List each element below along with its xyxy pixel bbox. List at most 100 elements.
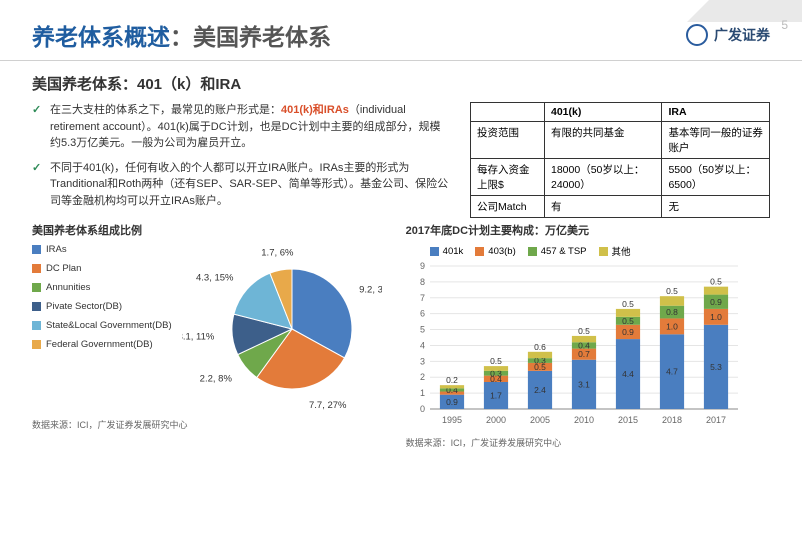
page-title: 养老体系概述：美国养老体系 — [32, 18, 331, 52]
svg-text:9.2, 33%: 9.2, 33% — [359, 284, 382, 295]
svg-text:1.0: 1.0 — [710, 312, 722, 322]
bullet-highlight: 401(k)和IRAs — [281, 104, 349, 116]
svg-text:0.9: 0.9 — [446, 397, 458, 407]
compare-table: 401(k) IRA 投资范围 有限的共同基金 基本等同一般的证券账户 每存入资… — [470, 102, 770, 218]
svg-text:2005: 2005 — [530, 415, 550, 425]
logo-icon — [686, 24, 708, 46]
table-cell: 无 — [662, 196, 770, 218]
bullet-text-pre: 在三大支柱的体系之下，最常见的账户形式是： — [50, 104, 281, 116]
svg-text:0.5: 0.5 — [666, 286, 678, 296]
legend-swatch — [32, 283, 41, 292]
pie-legend: IRAs DC Plan Annunities Pivate Sector(DB) St… — [32, 244, 172, 358]
svg-text:0.5: 0.5 — [710, 277, 722, 287]
legend-label: IRAs — [46, 244, 67, 255]
table-cell: 有限的共同基金 — [545, 122, 662, 159]
legend-label: 457 & TSP — [541, 246, 587, 257]
legend-swatch — [32, 321, 41, 330]
legend-item: 其他 — [599, 244, 631, 258]
bar-chart: 01234567890.90.40.219951.70.40.30.520002… — [406, 262, 746, 427]
bullet-list: 在三大支柱的体系之下，最常见的账户形式是：401(k)和IRAs（individ… — [32, 102, 450, 217]
table-row: 公司Match 有 无 — [471, 196, 770, 218]
svg-text:2017: 2017 — [706, 415, 726, 425]
table-cell: 投资范围 — [471, 122, 545, 159]
legend-item: 457 & TSP — [528, 244, 587, 258]
table-cell: 每存入资金上限$ — [471, 159, 545, 196]
bullet-text-pre: 不同于401(k)，任何有收入的个人都可以开立IRA账户。IRAs主要的形式为T… — [50, 162, 448, 207]
svg-text:4.4: 4.4 — [622, 369, 634, 379]
svg-text:7: 7 — [420, 293, 425, 303]
title-sep: ： — [170, 24, 193, 50]
table-cell: 18000（50岁以上：24000） — [545, 159, 662, 196]
svg-text:2000: 2000 — [486, 415, 506, 425]
svg-text:0.5: 0.5 — [622, 316, 634, 326]
svg-text:3.1: 3.1 — [578, 379, 590, 389]
svg-text:1.7: 1.7 — [490, 390, 502, 400]
page-number: 5 — [781, 18, 788, 32]
legend-swatch — [599, 247, 608, 256]
svg-text:2018: 2018 — [662, 415, 682, 425]
legend-label: State&Local Government(DB) — [46, 320, 172, 331]
svg-text:6: 6 — [420, 309, 425, 319]
logo-text: 广发证券 — [714, 25, 770, 45]
svg-text:2: 2 — [420, 372, 425, 382]
legend-item: 403(b) — [475, 244, 515, 258]
svg-text:2.4: 2.4 — [534, 385, 546, 395]
svg-text:3: 3 — [420, 356, 425, 366]
svg-text:0.7: 0.7 — [578, 349, 590, 359]
svg-text:0.6: 0.6 — [534, 342, 546, 352]
title-sub: 美国养老体系 — [193, 24, 331, 50]
svg-text:5.3: 5.3 — [710, 362, 722, 372]
legend-item: Annunities — [32, 282, 172, 293]
legend-swatch — [32, 302, 41, 311]
table-cell: 基本等同一般的证券账户 — [662, 122, 770, 159]
legend-item: DC Plan — [32, 263, 172, 274]
bullet-item: 不同于401(k)，任何有收入的个人都可以开立IRA账户。IRAs主要的形式为T… — [32, 160, 450, 210]
svg-text:2.2, 8%: 2.2, 8% — [199, 374, 232, 385]
content: 美国养老体系：401（k）和IRA 在三大支柱的体系之下，最常见的账户形式是：4… — [0, 61, 802, 449]
table-cell: 5500（50岁以上：6500） — [662, 159, 770, 196]
svg-text:2010: 2010 — [574, 415, 594, 425]
table-row: 每存入资金上限$ 18000（50岁以上：24000） 5500（50岁以上：6… — [471, 159, 770, 196]
svg-text:4.3, 15%: 4.3, 15% — [196, 272, 234, 283]
svg-text:1995: 1995 — [442, 415, 462, 425]
svg-text:2015: 2015 — [618, 415, 638, 425]
svg-text:1.0: 1.0 — [666, 321, 678, 331]
legend-item: Federal Government(DB) — [32, 339, 172, 350]
legend-swatch — [430, 247, 439, 256]
table-row: 401(k) IRA — [471, 103, 770, 122]
legend-label: 403(b) — [488, 246, 515, 257]
legend-label: DC Plan — [46, 263, 81, 274]
legend-label: Annunities — [46, 282, 90, 293]
bar-title: 2017年底DC计划主要构成：万亿美元 — [406, 222, 746, 238]
legend-swatch — [32, 245, 41, 254]
svg-text:1.7, 6%: 1.7, 6% — [261, 247, 294, 258]
bar-chart-block: 2017年底DC计划主要构成：万亿美元 401k 403(b) 457 & TSP 其… — [406, 222, 746, 449]
header: 养老体系概述：美国养老体系 广发证券 — [0, 0, 802, 61]
legend-item: 401k — [430, 244, 464, 258]
legend-item: State&Local Government(DB) — [32, 320, 172, 331]
table-header: IRA — [662, 103, 770, 122]
table-header — [471, 103, 545, 122]
svg-text:4: 4 — [420, 340, 425, 350]
legend-swatch — [32, 340, 41, 349]
pie-chart-block: 美国养老体系组成比例 IRAsDC PlanAnnunitiesPivate S… — [32, 222, 382, 449]
bar-source: 数据来源：ICI，广发证券发展研究中心 — [406, 436, 746, 449]
svg-text:0.5: 0.5 — [622, 299, 634, 309]
legend-item: Pivate Sector(DB) — [32, 301, 172, 312]
svg-text:0.2: 0.2 — [446, 375, 458, 385]
top-row: 在三大支柱的体系之下，最常见的账户形式是：401(k)和IRAs（individ… — [32, 102, 770, 218]
bar-legend: 401k 403(b) 457 & TSP 其他 — [406, 244, 746, 258]
svg-text:0.9: 0.9 — [622, 327, 634, 337]
bullet-item: 在三大支柱的体系之下，最常见的账户形式是：401(k)和IRAs（individ… — [32, 102, 450, 152]
svg-text:0.9: 0.9 — [710, 297, 722, 307]
svg-text:4.7: 4.7 — [666, 367, 678, 377]
legend-swatch — [32, 264, 41, 273]
table-cell: 公司Match — [471, 196, 545, 218]
table-header: 401(k) — [545, 103, 662, 122]
svg-text:1: 1 — [420, 388, 425, 398]
legend-label: Pivate Sector(DB) — [46, 301, 122, 312]
legend-swatch — [475, 247, 484, 256]
svg-text:3.1, 11%: 3.1, 11% — [182, 331, 215, 342]
table-cell: 有 — [545, 196, 662, 218]
table-row: 投资范围 有限的共同基金 基本等同一般的证券账户 — [471, 122, 770, 159]
